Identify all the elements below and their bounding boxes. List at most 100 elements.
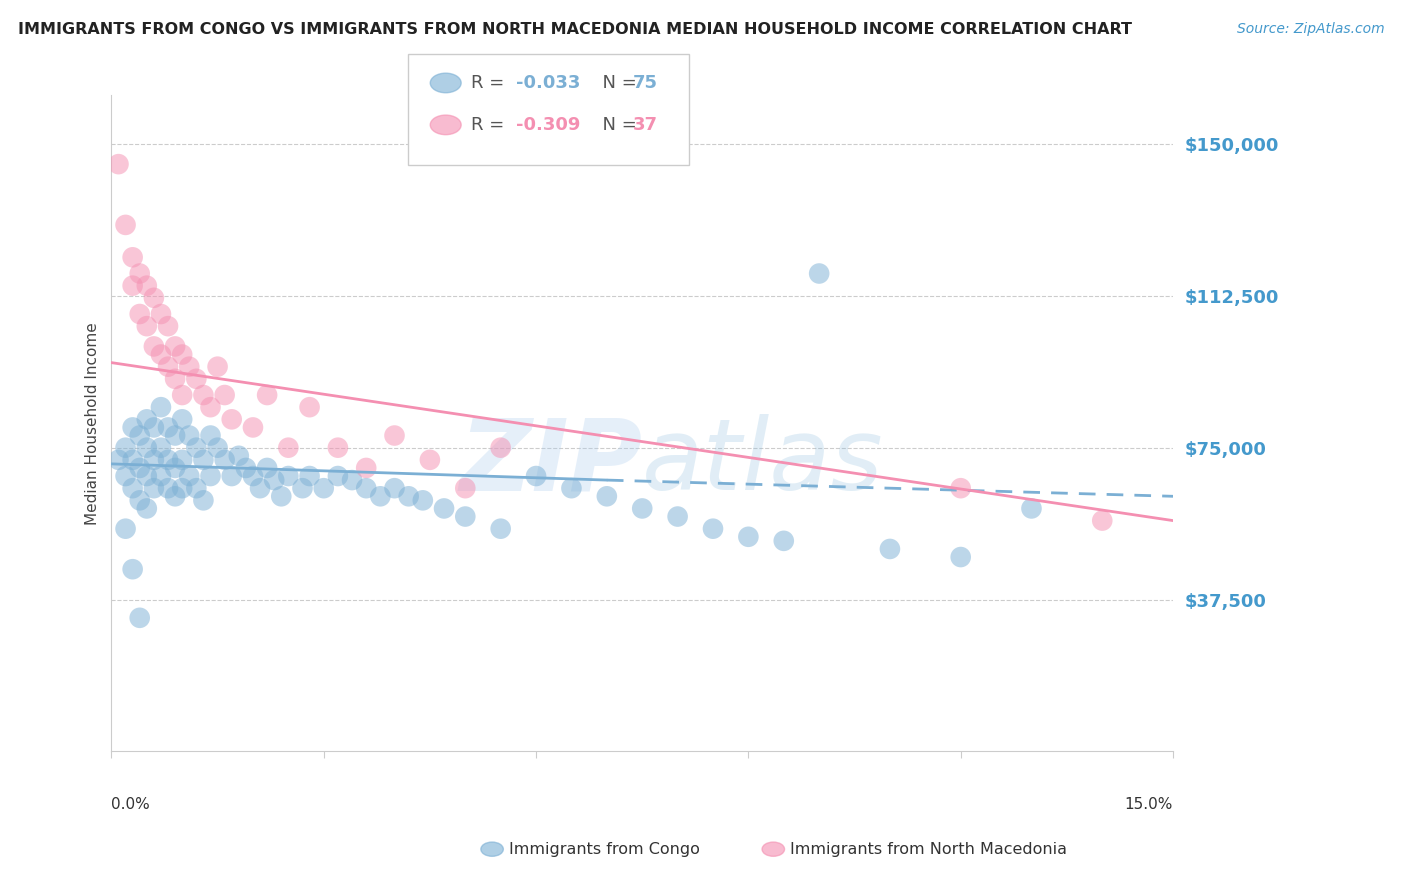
Point (193, 453, 215, 467)
Point (142, 420, 165, 434)
Point (228, 449, 250, 463)
Point (128, 428, 150, 442)
Point (270, 489, 292, 503)
Point (702, 522, 724, 536)
Point (200, 469, 222, 483)
Point (186, 481, 208, 495)
Point (149, 307, 172, 321)
Point (433, 501, 456, 516)
Point (114, 522, 136, 536)
Point (326, 469, 349, 483)
Point (291, 481, 314, 495)
Point (631, 501, 654, 516)
Point (142, 339, 165, 353)
Point (142, 481, 165, 495)
Point (242, 469, 264, 483)
Point (121, 420, 143, 434)
Point (135, 412, 157, 426)
Point (489, 441, 512, 455)
Point (879, 541, 901, 556)
Point (298, 400, 321, 414)
Text: atlas: atlas (643, 414, 884, 511)
Point (179, 428, 201, 442)
Point (157, 420, 180, 434)
Point (263, 473, 285, 487)
Point (193, 388, 215, 402)
Point (354, 461, 377, 475)
Text: N =: N = (591, 116, 643, 134)
Point (157, 359, 180, 374)
Point (256, 388, 278, 402)
Point (114, 218, 136, 232)
Text: N =: N = (591, 74, 643, 92)
Point (149, 469, 172, 483)
Point (149, 347, 172, 361)
Point (128, 267, 150, 281)
Point (214, 388, 236, 402)
Point (221, 412, 243, 426)
Y-axis label: Median Household Income: Median Household Income (86, 322, 100, 524)
Text: 0.0%: 0.0% (111, 797, 150, 813)
Text: IMMIGRANTS FROM CONGO VS IMMIGRANTS FROM NORTH MACEDONIA MEDIAN HOUSEHOLD INCOME: IMMIGRANTS FROM CONGO VS IMMIGRANTS FROM… (18, 22, 1132, 37)
Point (135, 441, 157, 455)
Point (114, 469, 136, 483)
Text: ZIP: ZIP (460, 414, 643, 511)
Point (172, 347, 194, 361)
Point (193, 493, 215, 508)
Point (384, 428, 406, 442)
Point (207, 441, 229, 455)
Point (135, 319, 157, 334)
Point (242, 420, 264, 434)
Point (128, 493, 150, 508)
Point (165, 339, 187, 353)
Point (128, 307, 150, 321)
Point (149, 441, 172, 455)
Point (207, 359, 229, 374)
Point (235, 461, 257, 475)
Point (172, 388, 194, 402)
Point (326, 441, 349, 455)
Point (666, 509, 689, 524)
Point (277, 441, 299, 455)
Point (949, 481, 972, 495)
Point (256, 461, 278, 475)
Text: 75: 75 (633, 74, 658, 92)
Point (398, 489, 420, 503)
Point (596, 489, 619, 503)
Point (157, 319, 180, 334)
Point (165, 428, 187, 442)
Point (135, 469, 157, 483)
Point (249, 481, 271, 495)
Point (370, 489, 392, 503)
Text: -0.033: -0.033 (516, 74, 581, 92)
Point (772, 533, 794, 548)
Point (419, 453, 441, 467)
Point (454, 509, 477, 524)
Text: 15.0%: 15.0% (1125, 797, 1173, 813)
Point (489, 522, 512, 536)
Text: R =: R = (471, 116, 510, 134)
Point (128, 611, 150, 625)
Point (172, 453, 194, 467)
Point (172, 412, 194, 426)
Point (121, 250, 143, 264)
Point (214, 453, 236, 467)
Point (142, 291, 165, 305)
Point (157, 453, 180, 467)
Point (172, 481, 194, 495)
Point (354, 481, 377, 495)
Point (221, 469, 243, 483)
Point (412, 493, 434, 508)
Point (114, 441, 136, 455)
Point (200, 428, 222, 442)
Point (808, 267, 831, 281)
Point (128, 461, 150, 475)
Point (524, 469, 547, 483)
Point (737, 530, 759, 544)
Point (121, 562, 143, 576)
Point (186, 372, 208, 386)
Point (165, 489, 187, 503)
Point (121, 453, 143, 467)
Point (179, 359, 201, 374)
Point (186, 441, 208, 455)
